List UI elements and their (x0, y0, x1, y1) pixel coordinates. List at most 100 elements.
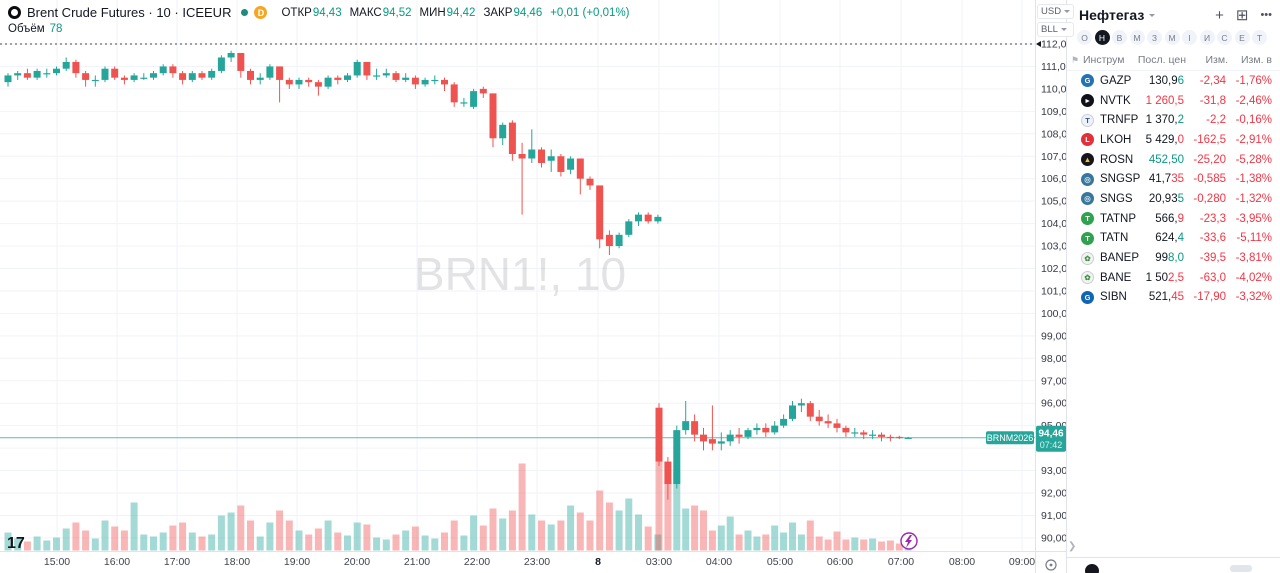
last-price: 452,50 (1148, 153, 1184, 166)
price-tick-label: 110,00 (1041, 83, 1066, 95)
watchlist-tab-м-3[interactable]: М (1129, 30, 1145, 45)
volume-bar (188, 532, 196, 551)
watchlist-row-banep[interactable]: ✿ BANEP 998,0 -39,5 -3,81% (1067, 248, 1280, 268)
candle-body (460, 102, 468, 104)
rosn-logo-icon: ▲ (1081, 153, 1094, 167)
time-tick-label: 06:00 (827, 556, 853, 568)
symbol-legend[interactable]: Brent Crude Futures · 10 · ICEEUR D ОТКР… (8, 5, 630, 20)
col-last-price[interactable]: Посл. цен (1137, 54, 1186, 66)
candle-body (708, 439, 716, 444)
candle-body (596, 185, 604, 240)
more-options-icon[interactable]: ••• (1260, 8, 1272, 21)
volume-bar (538, 520, 545, 551)
volume-bar (664, 482, 672, 551)
change-pct: -5,28% (1235, 153, 1272, 166)
change-abs: -0,585 (1193, 173, 1226, 186)
volume-bar (842, 539, 850, 551)
unit-selector[interactable]: BLL (1037, 22, 1075, 37)
volume-bar (169, 525, 177, 551)
last-price: 566,9 (1155, 212, 1184, 225)
axis-settings-icon[interactable] (1045, 559, 1057, 571)
add-symbol-icon[interactable]: + (1215, 6, 1224, 24)
volume-legend[interactable]: Объём 78 (8, 23, 62, 35)
volume-bar (518, 463, 526, 551)
volume-bar (198, 536, 206, 551)
watchlist-tab-м-5[interactable]: М (1164, 30, 1180, 45)
watchlist-title-dropdown[interactable]: Нефтегаз (1079, 7, 1156, 23)
watchlist-tab-і-6[interactable]: І (1182, 30, 1197, 45)
daily-interval-badge[interactable]: D (254, 6, 268, 19)
watchlist-row-nvtk[interactable]: ▸ NVTK 1 260,5 -31,8 -2,46% (1067, 91, 1280, 111)
price-tick-label: 97,00 (1041, 375, 1066, 387)
last-price: 624,4 (1155, 232, 1184, 245)
symbol-logo-icon (8, 6, 21, 19)
chart-canvas[interactable]: BRN1!, 10 BRNM2026 112,00 111,00 110,00 109,0… (0, 0, 1073, 573)
candle-body (402, 77, 410, 80)
volume-bar (72, 522, 80, 551)
volume-bar (111, 526, 119, 551)
candle-body (904, 437, 912, 439)
watchlist-tab-т-10[interactable]: Т (1252, 30, 1267, 45)
watchlist-tab-е-9[interactable]: Е (1234, 30, 1250, 45)
watchlist-row-tatnp[interactable]: T TATNP 566,9 -23,3 -3,95% (1067, 209, 1280, 229)
layout-grid-icon[interactable]: ⊞ (1235, 6, 1249, 24)
volume-bar (735, 534, 743, 551)
watchlist-tab-с-8[interactable]: С (1217, 30, 1232, 45)
panel-collapse-handle[interactable]: ❯ (1068, 541, 1077, 552)
candle-body (644, 214, 652, 222)
volume-bar (499, 518, 507, 551)
volume-bar (276, 510, 284, 551)
volume-bar (528, 514, 536, 551)
col-change[interactable]: Изм. (1205, 54, 1229, 66)
watchlist-row-lkoh[interactable]: L LKOH 5 429,0 -162,5 -2,91% (1067, 130, 1280, 150)
watchlist-row-tatn[interactable]: T TATN 624,4 -33,6 -5,11% (1067, 229, 1280, 249)
volume-bar (833, 531, 841, 551)
time-tick-label: 18:00 (224, 556, 250, 568)
change-abs: -63,0 (1199, 271, 1226, 284)
watchlist-row-gazp[interactable]: G GAZP 130,96 -2,34 -1,76% (1067, 71, 1280, 91)
candle-body (753, 427, 761, 431)
close-label: ЗАКР (483, 6, 513, 19)
col-change-pct[interactable]: Изм. в (1241, 54, 1272, 66)
watchlist-tab-и-7[interactable]: И (1199, 30, 1215, 45)
candle-body (217, 57, 225, 71)
axis-settings-dot (1049, 563, 1053, 567)
volume-bar (247, 520, 254, 551)
col-instrument[interactable]: Инструм (1083, 54, 1125, 66)
watchlist-tab-в-2[interactable]: В (1112, 30, 1127, 45)
watchlist-row-bane[interactable]: ✿ BANE 1 502,5 -63,0 -4,02% (1067, 268, 1280, 288)
watchlist-tab-з-4[interactable]: З (1147, 30, 1162, 45)
watchlist-row-trnfp[interactable]: T TRNFP 1 370,2 -2,2 -0,16% (1067, 110, 1280, 130)
flag-icon: ⚑ (1071, 54, 1080, 65)
watchlist-tab-о-0[interactable]: О (1077, 30, 1092, 45)
volume-bar (159, 532, 167, 551)
candle-body (851, 432, 859, 434)
change-abs: -31,8 (1199, 94, 1226, 107)
chevron-down-icon (1060, 28, 1067, 31)
price-line-label: BRNM2026 (987, 433, 1034, 443)
details-placeholder (1230, 565, 1252, 572)
watchlist-tab-н-1[interactable]: Н (1094, 30, 1110, 45)
price-tick-label: 98,00 (1041, 353, 1066, 365)
volume-bar (53, 537, 60, 551)
currency-selector[interactable]: USD (1037, 4, 1075, 19)
volume-bar (314, 528, 322, 551)
watchlist-row-sngs[interactable]: ◎ SNGS 20,935 -0,280 -1,32% (1067, 189, 1280, 209)
price-tick-label: 109,00 (1041, 106, 1066, 118)
volume-bar (120, 530, 128, 551)
candle-body (363, 61, 371, 76)
volume-bar (470, 515, 478, 551)
change-abs: -2,2 (1206, 114, 1226, 127)
watchlist-row-sibn[interactable]: G SIBN 521,45 -17,90 -3,32% (1067, 288, 1280, 308)
last-price: 998,0 (1155, 252, 1184, 265)
symbol-title: Brent Crude Futures · 10 · ICEEUR (27, 5, 232, 20)
watchlist-row-rosn[interactable]: ▲ ROSN 452,50 -25,20 -5,28% (1067, 150, 1280, 170)
market-status-icon (241, 9, 249, 16)
change-pct: -5,11% (1236, 232, 1272, 245)
candle-body (14, 73, 22, 76)
watchlist-row-sngsp[interactable]: ◎ SNGSP 41,735 -0,585 -1,38% (1067, 169, 1280, 189)
close-value: 94,46 (513, 6, 543, 19)
price-tick-label: 91,00 (1041, 510, 1066, 522)
time-tick-label: 08:00 (949, 556, 975, 568)
